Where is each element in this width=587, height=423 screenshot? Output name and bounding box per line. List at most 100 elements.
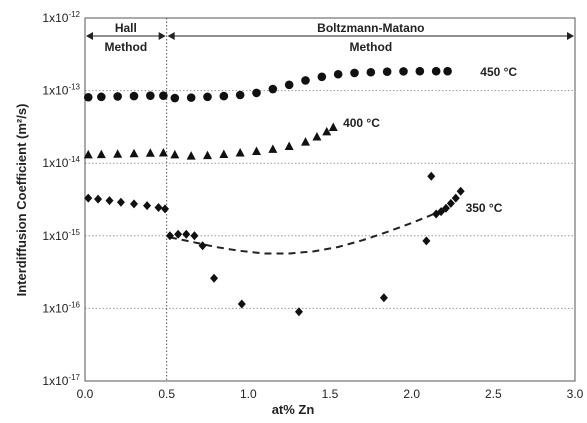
x-tick-label: 0.0 (77, 387, 94, 401)
y-axis-label: Interdiffusion Coefficient (m²/s) (14, 104, 29, 297)
series-label: 350 °C (466, 201, 503, 215)
data-point-diamond (165, 231, 174, 241)
x-tick-label: 0.5 (158, 387, 175, 401)
data-point-circle (301, 76, 310, 85)
data-point-triangle (268, 144, 278, 153)
data-point-circle (333, 69, 343, 79)
data-point-diamond (427, 171, 436, 181)
data-point-diamond (210, 273, 219, 283)
data-point-diamond (441, 203, 450, 213)
data-point-diamond (446, 198, 455, 208)
region-label: Hall (115, 21, 137, 35)
data-point-diamond (154, 203, 163, 213)
data-point-diamond (161, 204, 170, 214)
data-point-diamond (190, 231, 199, 241)
data-point-circle (146, 91, 155, 101)
data-point-diamond (94, 194, 103, 204)
data-point-triangle (83, 149, 93, 159)
x-tick-label: 1.0 (240, 387, 257, 401)
data-point-diamond (116, 197, 125, 207)
x-tick-label: 3.0 (567, 387, 584, 401)
data-point-triangle (328, 122, 338, 132)
y-tick-label: 1x10-14 (42, 155, 80, 170)
data-point-circle (382, 67, 392, 77)
data-point-diamond (105, 196, 114, 206)
data-point-circle (284, 80, 294, 90)
data-point-circle (317, 72, 327, 82)
fit-curve-350 (169, 208, 445, 255)
y-tick-label: 1x10-13 (42, 83, 80, 98)
y-tick-label: 1x10-16 (42, 300, 80, 315)
data-point-circle (431, 66, 441, 76)
data-point-circle (159, 91, 168, 101)
region-arrowhead-right (158, 32, 166, 40)
data-point-diamond (422, 236, 431, 246)
data-point-circle (235, 90, 245, 100)
data-point-triangle (219, 149, 229, 158)
data-point-triangle (301, 137, 310, 146)
data-point-triangle (203, 150, 212, 160)
data-point-diamond (143, 201, 152, 211)
region-label: Boltzmann-Matano (317, 21, 424, 35)
x-axis-ticks: 0.0 0.5 1.0 1.5 2.0 2.5 3.0 (77, 387, 584, 401)
data-point-diamond (294, 307, 303, 317)
x-tick-label: 1.5 (322, 387, 339, 401)
data-point-circle (129, 91, 139, 101)
method-regions: Hall Method Boltzmann-Matano Method (86, 18, 574, 381)
data-point-circle (170, 93, 180, 103)
x-axis-label: at% Zn (272, 402, 315, 417)
series-label: 450 °C (480, 65, 517, 79)
data-point-triangle (158, 148, 168, 157)
data-point-diamond (451, 193, 460, 203)
data-point-triangle (170, 149, 180, 159)
data-point-circle (83, 92, 93, 102)
data-point-circle (252, 88, 261, 98)
data-point-triangle (145, 148, 155, 157)
data-point-triangle (235, 148, 245, 157)
data-point-diamond (198, 241, 207, 251)
data-point-circle (415, 66, 425, 76)
data-point-circle (366, 67, 376, 77)
data-point-triangle (186, 151, 196, 160)
data-point-triangle (322, 126, 332, 136)
data-point-diamond (84, 193, 93, 203)
data-point-triangle (312, 131, 322, 141)
data-point-circle (350, 68, 359, 78)
data-point-circle (97, 92, 106, 102)
plot-frame (84, 17, 576, 382)
y-axis-ticks: 1x10-12 1x10-13 1x10-14 1x10-15 1x10-16 1x10-… (42, 10, 80, 388)
data-point-diamond (237, 299, 246, 309)
series-labels: 450 °C 400 °C 350 °C (343, 65, 517, 215)
data-point-triangle (284, 141, 294, 150)
y-tick-label: 1x10-12 (42, 10, 80, 25)
series-label: 400 °C (343, 116, 380, 130)
data-point-diamond (174, 229, 183, 239)
region-arrowhead-left (86, 32, 93, 40)
fit-curve-layer (169, 208, 445, 255)
data-point-diamond (379, 293, 388, 303)
data-point-circle (399, 67, 408, 76)
data-point-circle (443, 66, 452, 76)
x-tick-label: 2.5 (485, 387, 502, 401)
y-tick-label: 1x10-15 (42, 228, 80, 243)
data-point-triangle (96, 149, 106, 159)
region-arrowhead-right (567, 32, 574, 40)
data-point-diamond (456, 186, 465, 196)
grid-layer (85, 90, 575, 309)
data-point-triangle (113, 149, 123, 158)
data-point-diamond (130, 199, 138, 209)
region-arrowhead-left (167, 32, 175, 40)
data-markers (83, 66, 465, 317)
data-point-triangle (129, 148, 139, 158)
data-point-triangle (252, 146, 261, 155)
x-tick-label: 2.0 (403, 387, 420, 401)
data-point-diamond (182, 229, 191, 239)
data-point-circle (113, 92, 122, 101)
data-point-circle (203, 92, 212, 102)
data-point-circle (219, 91, 229, 101)
region-label: Method (350, 40, 393, 54)
data-point-circle (268, 84, 278, 94)
y-tick-label: 1x10-17 (42, 373, 80, 388)
region-label: Method (105, 40, 148, 54)
